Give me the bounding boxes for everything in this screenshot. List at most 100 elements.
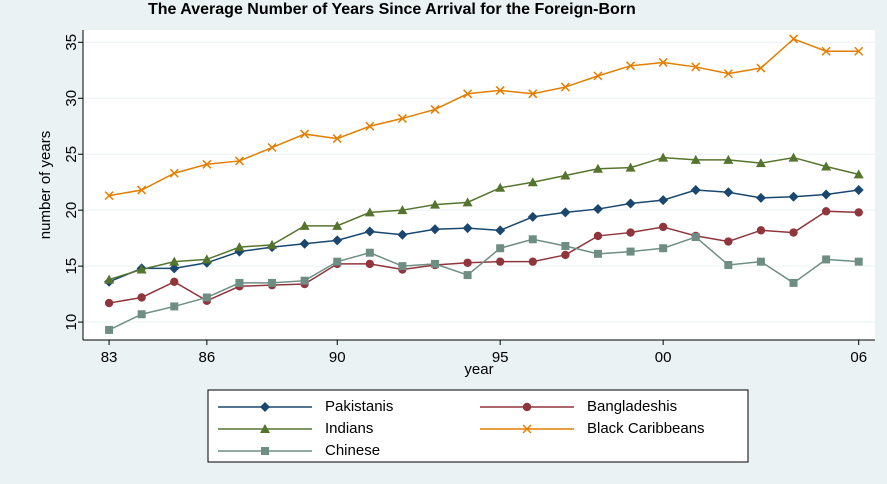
marker: [462, 223, 473, 234]
marker: [854, 46, 864, 56]
marker: [592, 163, 603, 173]
marker: [853, 185, 864, 196]
legend-box: [207, 389, 749, 463]
marker: [522, 424, 532, 434]
marker: [625, 162, 636, 172]
marker: [690, 154, 701, 164]
marker: [560, 170, 571, 180]
marker: [299, 220, 310, 230]
marker: [690, 185, 701, 196]
marker: [364, 226, 375, 237]
x-tick-label: 06: [850, 349, 867, 366]
marker: [170, 302, 179, 311]
marker: [756, 226, 766, 235]
marker: [626, 61, 636, 71]
y-tick-label: 30: [63, 90, 80, 107]
marker: [169, 263, 180, 274]
marker: [723, 69, 733, 79]
marker: [495, 85, 505, 95]
marker: [560, 82, 570, 92]
series-line: [108, 189, 859, 283]
marker: [658, 195, 669, 206]
marker: [398, 262, 407, 271]
marker: [821, 46, 831, 56]
marker: [234, 242, 245, 252]
marker: [659, 244, 668, 253]
marker: [658, 152, 669, 162]
marker: [104, 274, 115, 284]
x-tick-label: 00: [655, 349, 672, 366]
y-tick-label: 35: [63, 34, 80, 51]
marker: [332, 134, 342, 144]
marker: [788, 34, 799, 44]
marker: [104, 191, 114, 201]
marker: [463, 258, 472, 267]
legend-label: Indians: [325, 420, 373, 437]
marker: [626, 247, 635, 256]
y-tick-label: 25: [63, 146, 80, 163]
marker: [522, 402, 532, 412]
marker: [528, 257, 537, 266]
marker: [789, 278, 798, 287]
legend-label: Chinese: [325, 442, 380, 459]
marker: [430, 199, 440, 209]
marker: [527, 177, 538, 187]
marker: [202, 293, 211, 302]
marker: [593, 231, 603, 241]
marker: [821, 161, 832, 171]
marker: [397, 229, 408, 240]
y-tick-label: 15: [63, 258, 80, 275]
chart-title: The Average Number of Years Since Arriva…: [148, 1, 636, 18]
marker: [333, 257, 342, 266]
marker: [463, 271, 472, 280]
marker: [528, 89, 538, 99]
marker: [332, 235, 343, 246]
marker: [496, 244, 505, 253]
marker: [854, 208, 863, 217]
series-line: [108, 236, 859, 331]
x-tick-label: 86: [199, 349, 216, 366]
marker: [364, 207, 375, 217]
marker: [495, 182, 506, 192]
marker: [430, 104, 440, 114]
x-tick-label: 90: [329, 349, 346, 366]
legend-label: Pakistanis: [325, 398, 393, 415]
marker: [261, 447, 269, 455]
marker: [626, 228, 635, 237]
marker: [756, 257, 765, 266]
marker: [854, 257, 863, 266]
marker: [431, 259, 439, 268]
marker: [267, 142, 277, 153]
marker: [724, 237, 733, 246]
series-line: [108, 156, 859, 281]
marker: [260, 402, 270, 412]
marker: [592, 204, 603, 215]
marker: [299, 238, 310, 249]
marker: [724, 261, 733, 270]
marker: [755, 192, 766, 203]
x-tick-label: 95: [492, 349, 509, 366]
y-tick-label: 10: [63, 314, 80, 331]
marker: [755, 158, 766, 168]
marker: [821, 189, 832, 200]
marker: [462, 197, 473, 207]
marker: [527, 211, 538, 222]
marker: [234, 156, 244, 166]
marker: [300, 276, 309, 285]
marker: [756, 63, 766, 73]
marker: [430, 224, 440, 235]
marker: [137, 185, 147, 195]
marker: [169, 256, 180, 266]
legend-label: Black Caribbeans: [587, 420, 705, 437]
marker: [528, 235, 537, 244]
marker: [463, 89, 473, 99]
marker: [105, 325, 114, 334]
legend-label: Bangladeshis: [587, 398, 677, 415]
marker: [267, 239, 278, 249]
marker: [169, 168, 179, 178]
series-line: [108, 38, 859, 197]
marker: [789, 228, 798, 237]
x-axis-label: year: [464, 361, 493, 378]
marker: [365, 259, 375, 269]
marker: [788, 191, 799, 202]
